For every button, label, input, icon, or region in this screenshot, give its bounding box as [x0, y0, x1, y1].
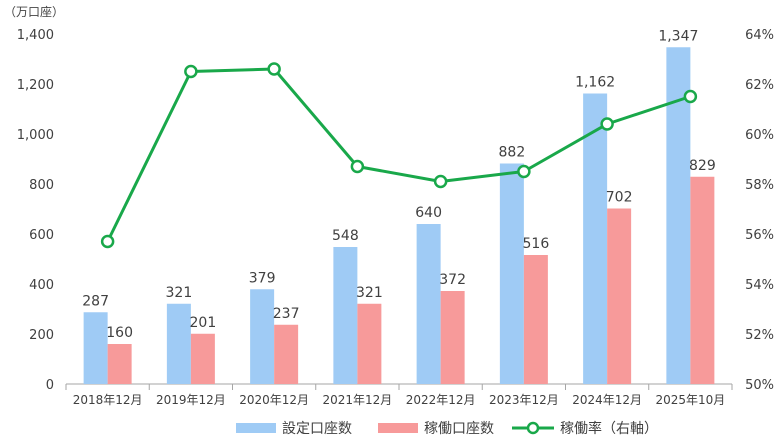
axes: 0 200 400 600 800 1,000 1,200 1,400 50% 52% 54% 56%… — [17, 28, 774, 407]
right-axis-tick-label: 64% — [745, 28, 774, 43]
bar-settei — [333, 247, 358, 384]
left-axis-tick-label: 600 — [29, 228, 54, 243]
rate-line — [100, 62, 698, 249]
legend-label-kado: 稼働口座数 — [424, 421, 494, 437]
data-labels: 287 160 321 201 379 237 548 321 640 372 882 516 1,16… — [82, 28, 715, 341]
bar-label-kado: 702 — [606, 190, 633, 206]
bar-label-kado: 237 — [273, 306, 300, 322]
bar-kado — [607, 208, 632, 384]
bar-settei — [416, 224, 441, 384]
left-axis-tick-label: 1,200 — [17, 78, 54, 93]
bars — [83, 47, 715, 384]
left-axis-tick-label: 1,000 — [17, 128, 54, 143]
left-axis-tick-label: 400 — [29, 278, 54, 293]
bar-settei — [583, 93, 608, 384]
left-axis-tick-label: 1,400 — [17, 28, 54, 43]
x-axis-tick-label: 2019年12月 — [156, 393, 226, 407]
bar-label-settei: 321 — [166, 285, 193, 301]
bar-kado — [190, 333, 215, 384]
bar-label-settei: 1,347 — [658, 28, 698, 44]
legend-swatch-kado — [378, 423, 418, 433]
left-axis-tick-label: 200 — [29, 328, 54, 343]
bar-label-settei: 640 — [415, 205, 442, 221]
x-axis-tick-label: 2018年12月 — [73, 393, 143, 407]
bar-label-kado: 321 — [356, 285, 383, 301]
legend-marker-rate — [526, 421, 540, 435]
legend: 設定口座数 稼働口座数 稼働率（右軸） — [236, 420, 658, 437]
bar-kado — [107, 344, 132, 384]
rate-point — [100, 234, 115, 249]
rate-point — [184, 64, 198, 79]
bar-label-settei: 287 — [82, 293, 109, 309]
right-axis-tick-label: 54% — [745, 278, 774, 293]
right-axis-tick-label: 52% — [745, 328, 774, 343]
bar-settei — [499, 163, 524, 384]
bar-label-kado: 829 — [689, 158, 716, 174]
rate-point — [267, 62, 281, 76]
left-axis-tick-label: 800 — [29, 178, 54, 193]
rate-point — [683, 89, 698, 104]
right-axis-tick-label: 62% — [745, 78, 774, 93]
bar-label-settei: 548 — [332, 228, 359, 244]
bar-settei — [83, 312, 108, 384]
right-axis-tick-label: 60% — [745, 128, 774, 143]
x-axis-tick-label: 2024年12月 — [572, 393, 642, 407]
legend-swatch-settei — [236, 423, 276, 433]
x-axis-tick-label: 2022年12月 — [406, 393, 476, 407]
left-axis-tick-label: 0 — [46, 378, 54, 393]
x-axis-tick-label: 2020年12月 — [239, 393, 309, 407]
right-axis-tick-label: 56% — [745, 228, 774, 243]
bar-label-kado: 372 — [439, 272, 466, 288]
bar-label-kado: 160 — [106, 325, 133, 341]
bar-kado — [274, 324, 299, 384]
right-axis-tick-label: 50% — [745, 378, 774, 393]
legend-label-rate: 稼働率（右軸） — [560, 420, 658, 437]
rate-point — [517, 164, 531, 179]
bar-kado — [523, 255, 548, 384]
bar-label-settei: 379 — [249, 270, 276, 286]
bar-kado — [357, 303, 382, 384]
rate-line-path — [106, 67, 691, 243]
bar-settei — [166, 303, 191, 384]
rate-point — [600, 117, 614, 131]
legend-label-settei: 設定口座数 — [282, 421, 352, 437]
x-axis-tick-label: 2023年12月 — [489, 393, 559, 407]
rate-point — [433, 174, 448, 189]
bar-label-settei: 882 — [499, 145, 526, 161]
bar-label-kado: 201 — [190, 315, 217, 331]
x-axis-tick-label: 2021年12月 — [322, 393, 392, 407]
bar-label-kado: 516 — [523, 236, 550, 252]
bar-kado — [690, 176, 715, 384]
unit-label: （万口座） — [4, 4, 64, 19]
bar-kado — [440, 291, 465, 384]
bar-label-settei: 1,162 — [575, 75, 615, 91]
bar-settei — [250, 289, 275, 384]
rate-point — [350, 159, 365, 174]
x-axis-tick-label: 2025年10月 — [655, 393, 725, 407]
right-axis-tick-label: 58% — [745, 178, 774, 193]
